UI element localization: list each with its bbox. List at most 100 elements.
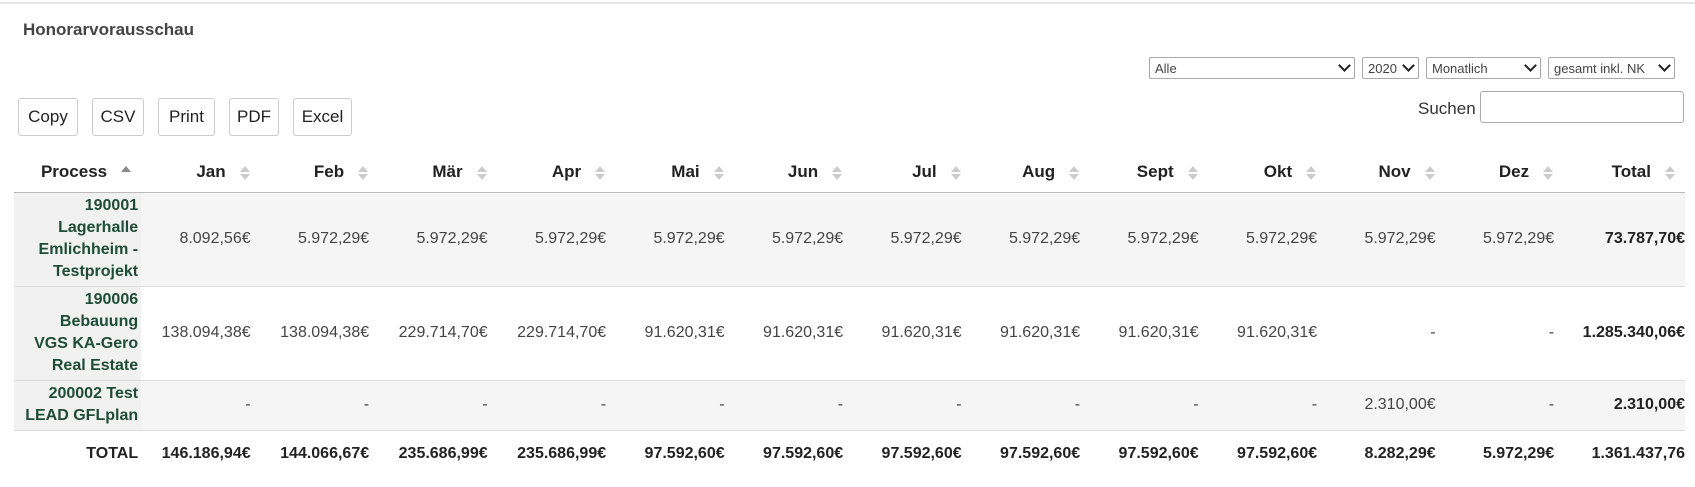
process-cell: 200002 Test LEAD GFLplan [14,380,142,431]
sort-icon [1543,166,1554,180]
column-header-total[interactable]: Total [1563,152,1685,193]
column-header-label: Mär [432,161,463,181]
column-header-jan[interactable]: Jan [141,152,260,193]
column-header-aug[interactable]: Aug [970,152,1090,193]
table-row[interactable]: 200002 Test LEAD GFLplan - - - - - - - - - -2.310,0… [14,380,1685,431]
column-header-sept[interactable]: Sept [1089,152,1208,193]
period-select-value: Monatlich [1432,60,1488,76]
period-select[interactable]: Monatlich [1426,57,1541,79]
month-value-cell: - [615,380,734,431]
month-value-cell: - [1444,380,1564,431]
month-value-cell: 5.972,29€ [378,192,497,287]
footer-grand-total-cell: 1.361.437,76 [1591,444,1685,462]
forecast-table: Process Jan Feb Mär Apr Mai Jun Jul Aug Sept Okt No… [14,152,1685,477]
table-row[interactable]: 190006 Bebauung VGS KA-Gero Real Estate 138.… [14,286,1685,381]
sort-icon [595,166,606,180]
column-header-label: Nov [1378,161,1411,181]
pdf-button[interactable]: PDF [229,98,279,136]
chevron-down-icon [1402,59,1415,72]
sort-icon [476,166,487,180]
top-border [0,2,1695,4]
month-value-cell: - [259,380,379,431]
sort-icon [1069,166,1080,180]
month-value-cell: 5.972,29€ [496,192,616,287]
sort-icon [713,166,724,180]
process-name-line: Lagerhalle [58,219,139,236]
footer-month-total-cell: 144.066,67€ [280,444,370,462]
column-header-nov[interactable]: Nov [1326,152,1445,193]
month-value-cell: 8.092,56€ [141,192,260,287]
month-value-cell: 5.972,29€ [852,192,971,287]
column-header-jul[interactable]: Jul [852,152,971,193]
process-cell: 190001 Lagerhalle Emlichheim - Testprojekt [14,192,142,287]
column-header-label: Sept [1136,161,1174,181]
mode-select[interactable]: gesamt inkl. NK [1548,57,1675,79]
column-header-mär[interactable]: Mär [378,152,497,193]
export-buttons: Copy CSV Print PDF Excel [18,98,352,136]
column-header-label: Mai [671,161,700,181]
footer-month-total-cell: 235.686,99€ [398,444,488,462]
sort-icon [1424,166,1435,180]
sort-icon [1306,166,1317,180]
footer-month-total-cell: 8.282,29€ [1364,444,1436,462]
month-value-cell: 229.714,70€ [496,286,616,381]
month-value-cell: - [1444,286,1564,381]
month-value-cell: 5.972,29€ [1207,192,1327,287]
row-total-cell: 1.285.340,06€ [1563,286,1685,381]
sort-icon [832,166,843,180]
year-select-value: 2020 [1368,60,1397,76]
month-value-cell: 138.094,38€ [259,286,379,381]
column-header-dez[interactable]: Dez [1444,152,1564,193]
search-input[interactable] [1480,91,1684,123]
table-header-row: Process Jan Feb Mär Apr Mai Jun Jul Aug Sept Okt No… [14,152,1685,193]
month-value-cell: 91.620,31€ [970,286,1090,381]
sort-icon [239,166,250,180]
column-header-mai[interactable]: Mai [615,152,734,193]
table-footer-row: TOTAL 146.186,94€ 144.066,67€ 235.686,99€ 23… [14,430,1685,477]
process-name-line: LEAD GFLplan [25,407,139,424]
column-header-label: Aug [1022,161,1056,181]
table-body: 190001 Lagerhalle Emlichheim - Testprojekt 8… [14,192,1685,477]
column-header-jun[interactable]: Jun [733,152,853,193]
excel-button[interactable]: Excel [293,98,352,136]
month-value-cell: - [1326,286,1445,381]
year-select[interactable]: 2020 [1362,57,1419,79]
month-value-cell: - [378,380,497,431]
process-name-line: 200002 Test [48,385,139,402]
process-name-line: 190006 [84,291,139,308]
process-name-line: Testprojekt [53,263,139,280]
month-value-cell: 5.972,29€ [970,192,1090,287]
sort-icon [358,166,369,180]
csv-button[interactable]: CSV [92,98,144,136]
column-header-label: Jun [787,161,819,181]
column-header-label: Dez [1498,161,1530,181]
month-value-cell: 5.972,29€ [1089,192,1208,287]
column-header-feb[interactable]: Feb [259,152,379,193]
month-value-cell: 5.972,29€ [259,192,379,287]
row-total-cell: 73.787,70€ [1563,192,1685,287]
month-value-cell: 5.972,29€ [733,192,853,287]
scope-select[interactable]: Alle [1149,57,1355,79]
process-name-line: VGS KA-Gero [34,335,139,352]
row-total-cell: 2.310,00€ [1563,380,1685,431]
month-value-cell: 229.714,70€ [378,286,497,381]
process-cell: 190006 Bebauung VGS KA-Gero Real Estate [14,286,142,381]
copy-button[interactable]: Copy [18,98,78,136]
sort-icon [1187,166,1198,180]
footer-month-total-cell: 235.686,99€ [517,444,607,462]
mode-select-value: gesamt inkl. NK [1554,60,1646,76]
sort-icon [1665,166,1675,180]
page-title: Honorarvorausschau [23,20,194,39]
chevron-down-icon [1338,59,1351,72]
footer-month-total-cell: 97.592,60€ [1118,444,1199,462]
filter-bar: Alle 2020 Monatlich gesamt inkl. NK [1149,57,1675,79]
month-value-cell: - [1089,380,1208,431]
column-header-apr[interactable]: Apr [496,152,616,193]
column-header-process[interactable]: Process [14,152,142,193]
print-button[interactable]: Print [158,98,215,136]
scope-select-value: Alle [1155,60,1177,76]
footer-month-total-cell: 97.592,60€ [881,444,962,462]
column-header-okt[interactable]: Okt [1207,152,1327,193]
footer-month-total-cell: 97.592,60€ [1000,444,1081,462]
table-row[interactable]: 190001 Lagerhalle Emlichheim - Testprojekt 8… [14,192,1685,287]
